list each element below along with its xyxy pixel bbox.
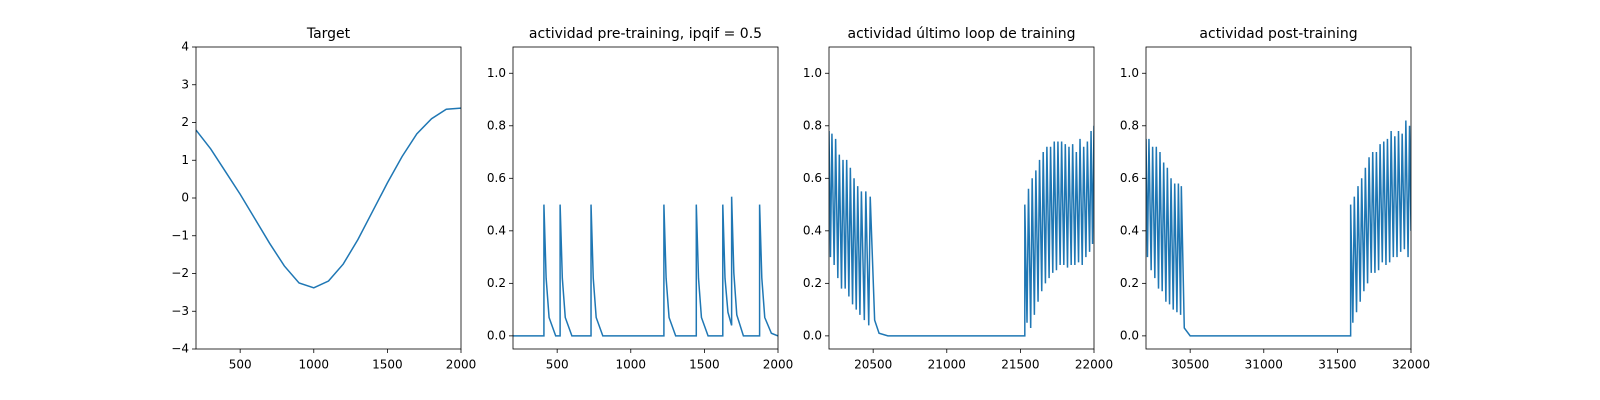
y-tick-label: 0.0 <box>1120 328 1139 342</box>
axes-frame <box>195 46 462 350</box>
subplot-title: actividad pre-training, ipqif = 0.5 <box>529 26 762 42</box>
x-tick-label: 32000 <box>1392 358 1430 372</box>
y-tick-label: −1 <box>171 228 189 242</box>
y-tick-label: 0.2 <box>803 276 822 290</box>
y-tick-label: −4 <box>171 342 189 356</box>
y-tick-label: 0.6 <box>1120 171 1139 185</box>
y-tick-label: 0.4 <box>1120 223 1139 237</box>
y-tick-label: 0.0 <box>487 328 506 342</box>
x-tick-label: 2000 <box>763 358 794 372</box>
x-tick-label: 500 <box>229 358 252 372</box>
data-line <box>196 107 461 289</box>
y-tick-label: 2 <box>181 115 189 129</box>
x-tick-label: 21000 <box>928 358 966 372</box>
data-line <box>829 125 1094 337</box>
axes-frame <box>1145 46 1412 350</box>
y-tick-label: −3 <box>171 304 189 318</box>
y-tick-label: 0.8 <box>487 118 506 132</box>
data-line <box>1146 120 1411 337</box>
axes-frame <box>828 46 1095 350</box>
y-tick-label: 0.4 <box>487 223 506 237</box>
data-line <box>513 196 778 337</box>
y-tick-label: 0 <box>181 191 189 205</box>
y-tick-label: 1 <box>181 153 189 167</box>
x-tick-label: 31500 <box>1318 358 1356 372</box>
y-tick-label: −2 <box>171 266 189 280</box>
x-tick-label: 30500 <box>1171 358 1209 372</box>
subplot-title: actividad post-training <box>1199 26 1357 42</box>
x-tick-label: 31000 <box>1245 358 1283 372</box>
y-tick-label: 3 <box>181 77 189 91</box>
x-tick-label: 1000 <box>616 358 647 372</box>
y-tick-label: 0.8 <box>803 118 822 132</box>
x-tick-label: 20500 <box>854 358 892 372</box>
y-tick-label: 1.0 <box>803 66 822 80</box>
x-tick-label: 500 <box>546 358 569 372</box>
y-tick-label: 0.6 <box>487 171 506 185</box>
x-tick-label: 2000 <box>446 358 477 372</box>
y-tick-label: 4 <box>181 40 189 54</box>
y-tick-label: 0.2 <box>1120 276 1139 290</box>
x-tick-label: 1500 <box>372 358 403 372</box>
y-tick-label: 0.8 <box>1120 118 1139 132</box>
y-tick-label: 0.4 <box>803 223 822 237</box>
x-tick-label: 1500 <box>689 358 720 372</box>
x-tick-label: 22000 <box>1075 358 1113 372</box>
subplot-title: actividad último loop de training <box>848 26 1076 42</box>
x-tick-label: 1000 <box>299 358 330 372</box>
x-tick-label: 21500 <box>1001 358 1039 372</box>
y-tick-label: 1.0 <box>487 66 506 80</box>
y-tick-label: 0.0 <box>803 328 822 342</box>
y-tick-label: 0.6 <box>803 171 822 185</box>
subplot-title: Target <box>306 26 351 42</box>
y-tick-label: 1.0 <box>1120 66 1139 80</box>
y-tick-label: 0.2 <box>487 276 506 290</box>
axes-frame <box>512 46 779 350</box>
